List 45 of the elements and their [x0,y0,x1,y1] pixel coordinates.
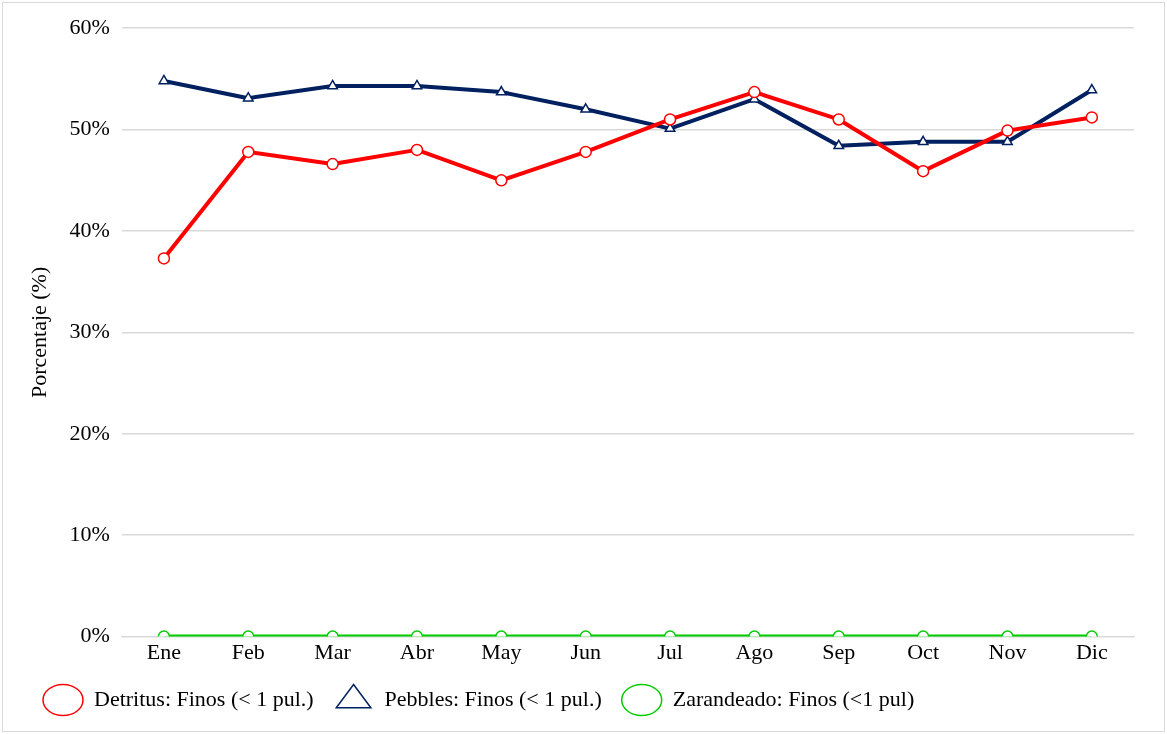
point [916,164,930,178]
point [917,135,929,146]
x-tick-label: Feb [231,638,265,664]
point [1001,135,1013,146]
point [580,103,592,113]
point [410,143,424,157]
x-tick-label: Jul [657,638,683,664]
x-tick-label: Ago [735,638,774,664]
point [748,85,761,99]
legend-label: Detritus: Finos (< 1 pul.) [94,685,314,711]
point [495,85,507,96]
x-tick-label: Nov [988,638,1027,664]
x-tick-label: Jun [570,638,601,664]
y-tick-label: 60% [69,13,110,39]
point [242,91,254,102]
point [242,145,255,159]
x-tick-label: Oct [907,638,939,664]
point [327,79,339,90]
x-tick-label: Ene [146,638,182,664]
legend-label: Pebbles: Finos (< 1 pul.) [384,685,602,711]
x-tick-label: Sep [822,638,856,664]
point [1001,124,1014,137]
point [833,139,845,150]
y-tick-label: 20% [69,419,110,445]
point [1086,83,1098,94]
point [411,79,423,90]
point [663,113,677,126]
y-tick-label: 0% [80,622,110,648]
x-tick-label: Mar [314,638,352,664]
y-tick-label: 30% [69,318,110,344]
x-tick-label: Dic [1075,638,1108,664]
point [326,157,339,171]
x-tick-label: May [481,638,522,664]
legend-label: Zarandeado: Finos (<1 pul) [672,685,915,711]
y-tick-label: 50% [69,115,110,141]
y-tick-label: 10% [69,520,110,546]
point [495,174,508,187]
point [579,145,592,159]
point [1085,111,1099,124]
y-axis-title: Porcentaje (%) [25,266,51,399]
y-tick-label: 40% [69,216,110,242]
x-tick-label: Abr [399,638,435,664]
point [832,113,845,126]
point [157,252,171,265]
point [158,74,170,85]
